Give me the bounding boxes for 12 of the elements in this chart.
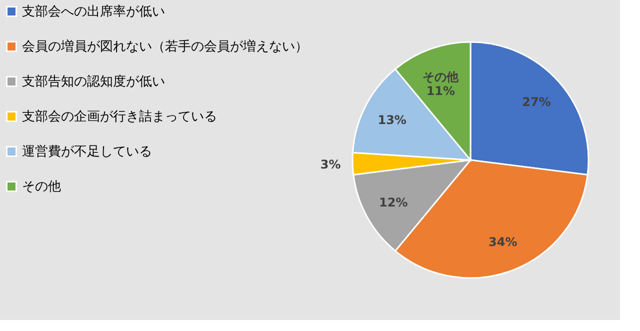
legend-label: 支部告知の認知度が低い bbox=[22, 74, 165, 90]
legend-label: 支部会の企画が行き詰まっている bbox=[22, 110, 217, 124]
data-label: 34% bbox=[488, 234, 518, 249]
data-label: 12% bbox=[379, 195, 408, 210]
legend-label: その他 bbox=[22, 180, 61, 194]
legend-label: 運営費が不足している bbox=[22, 144, 152, 160]
data-label: その他 11% bbox=[422, 70, 460, 98]
data-label: 3% bbox=[320, 157, 341, 172]
data-label: 27% bbox=[522, 94, 551, 109]
legend-label: 会員の増員が図れない（若手の会員が増えない） bbox=[22, 38, 308, 54]
legend-label: 支部会への出席率が低い bbox=[22, 4, 165, 20]
data-label: 13% bbox=[378, 113, 406, 128]
